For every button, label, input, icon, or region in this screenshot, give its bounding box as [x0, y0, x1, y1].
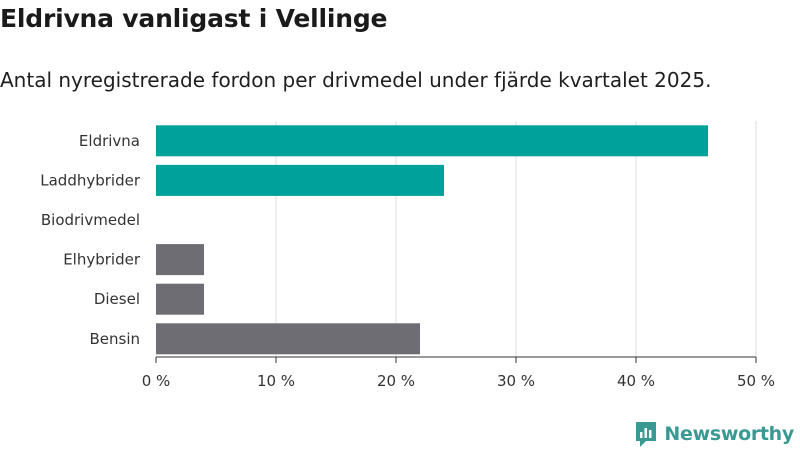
bar-laddhybrider	[156, 164, 444, 196]
category-label: Biodrivmedel	[41, 211, 140, 229]
x-tick-label: 20 %	[377, 372, 415, 390]
x-tick-label: 40 %	[617, 372, 655, 390]
category-label: Elhybrider	[63, 251, 141, 269]
newsworthy-logo-icon	[636, 422, 657, 447]
x-tick-label: 30 %	[497, 372, 535, 390]
category-label: Laddhybrider	[40, 171, 141, 189]
bar-elhybrider	[156, 244, 204, 276]
brand-name: Newsworthy	[664, 423, 794, 445]
bar-bensin	[156, 323, 420, 355]
x-tick-label: 0 %	[142, 372, 171, 390]
x-tick-label: 10 %	[257, 372, 295, 390]
category-label: Bensin	[89, 330, 140, 348]
chart-subtitle: Antal nyregistrerade fordon per drivmede…	[0, 68, 712, 92]
bar-diesel	[156, 283, 204, 315]
bar-eldrivna	[156, 125, 708, 157]
category-label: Eldrivna	[79, 132, 140, 150]
x-tick-label: 50 %	[737, 372, 775, 390]
brand-logo: Newsworthy	[634, 420, 794, 448]
chart-title: Eldrivna vanligast i Vellinge	[0, 4, 388, 33]
category-label: Diesel	[94, 290, 140, 308]
